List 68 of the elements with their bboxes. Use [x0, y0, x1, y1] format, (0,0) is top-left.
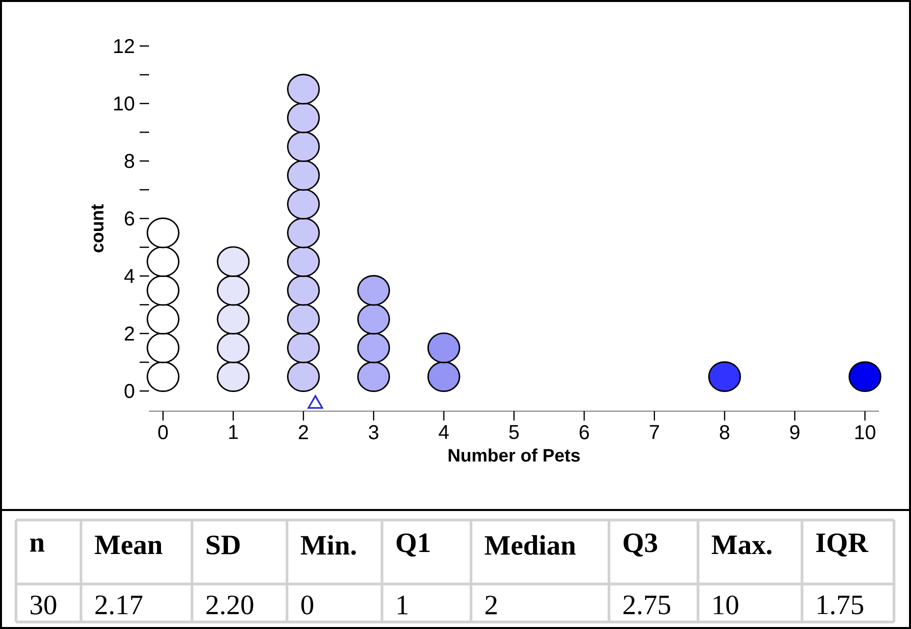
text: 2.20 — [206, 596, 254, 615]
x-tick-label: 1 — [229, 425, 238, 439]
point — [146, 304, 180, 335]
y-tick-label: 4 — [124, 269, 134, 283]
point — [286, 361, 320, 392]
x-tick-label: 0 — [158, 425, 168, 440]
x-tick-label: 6 — [580, 425, 589, 440]
x-tick-label: 8 — [720, 425, 730, 440]
point — [286, 304, 320, 335]
point — [146, 361, 180, 392]
point — [286, 74, 320, 105]
x-tick-label: 10 — [855, 425, 876, 440]
text: 1.75 — [818, 596, 864, 614]
point — [427, 361, 460, 392]
y-tick-label: 12 — [114, 39, 134, 53]
point — [848, 361, 882, 392]
x-tick-label: 5 — [509, 425, 519, 440]
y-tick-label: 6 — [124, 211, 134, 226]
point — [286, 131, 320, 162]
x-tick-label: 4 — [438, 425, 449, 439]
point — [216, 304, 250, 335]
point — [146, 274, 180, 306]
text: 2.75 — [624, 596, 670, 614]
point — [146, 332, 180, 364]
point — [216, 361, 250, 392]
y-tick-label: 10 — [114, 96, 134, 111]
text: Mean — [94, 536, 162, 554]
x-tick-label: 7 — [650, 425, 659, 439]
point — [286, 274, 320, 306]
text: Max. — [712, 536, 772, 554]
text: 2 — [486, 596, 497, 614]
point — [216, 246, 250, 278]
point — [708, 361, 742, 392]
point — [216, 332, 250, 364]
point — [146, 217, 180, 248]
y-tick-label: 8 — [124, 154, 134, 168]
point — [146, 246, 180, 278]
text: Min. — [300, 535, 356, 555]
text: 0 — [301, 596, 314, 614]
x-tick-label: 9 — [790, 425, 800, 440]
x-tick-label: 3 — [368, 425, 378, 440]
point — [357, 361, 390, 392]
text: Q1 — [396, 533, 430, 557]
text: Median — [484, 535, 576, 555]
point — [286, 332, 320, 364]
point — [357, 304, 390, 335]
point — [286, 217, 320, 248]
text: 10 — [714, 596, 738, 614]
x-tick-label: 2 — [298, 425, 308, 440]
point — [286, 160, 320, 191]
x-axis-title: Number of Pets — [448, 448, 580, 462]
point — [286, 246, 320, 278]
point — [216, 274, 250, 306]
text: 2.17 — [96, 596, 142, 614]
y-tick-label: 2 — [124, 326, 134, 340]
point — [286, 188, 320, 220]
point — [427, 332, 460, 364]
y-tick-label: 0 — [124, 384, 134, 398]
text: Q3 — [624, 533, 658, 557]
point — [286, 102, 320, 134]
point — [357, 332, 390, 364]
point — [357, 274, 390, 306]
text: n — [30, 538, 44, 552]
text: SD — [206, 536, 240, 554]
text: 1 — [398, 596, 408, 614]
text: 30 — [30, 596, 56, 614]
text: IQR — [816, 533, 868, 557]
y-axis-title: count — [92, 204, 104, 252]
